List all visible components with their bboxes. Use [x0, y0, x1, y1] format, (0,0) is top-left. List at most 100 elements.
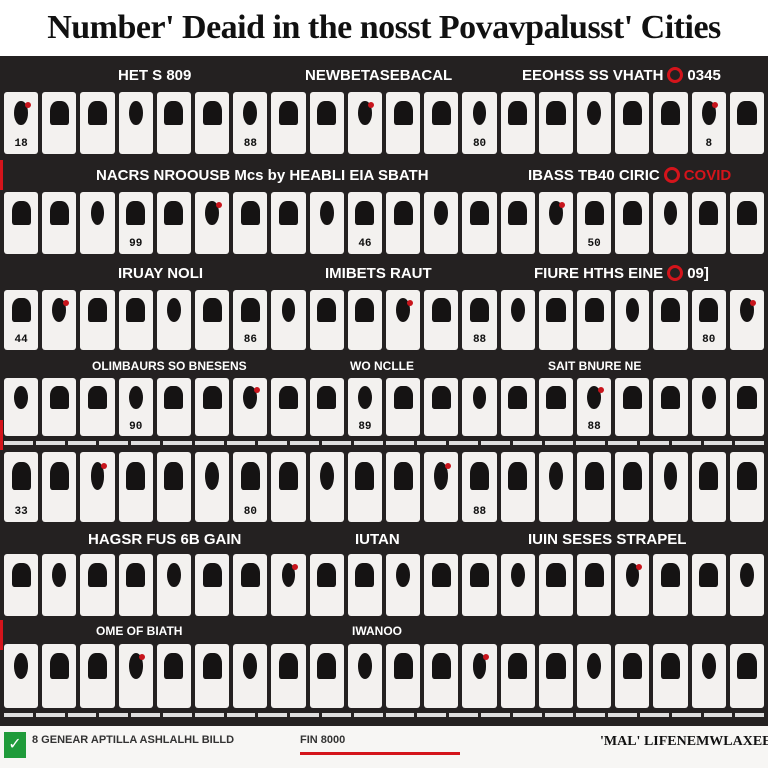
silhouette-card [577, 290, 612, 350]
silhouette-card: 8 [691, 92, 726, 154]
fine-print-bar [99, 713, 129, 717]
fine-print-bar [353, 441, 383, 445]
person-silhouette-icon [164, 200, 184, 226]
person-silhouette-icon [584, 298, 604, 323]
fine-print-bar [162, 713, 192, 717]
card-number: 88 [243, 138, 257, 151]
silhouette-card [42, 192, 77, 254]
person-silhouette-icon [128, 386, 143, 410]
fine-print-bar [449, 713, 478, 717]
fine-print-bar [67, 713, 97, 717]
silhouette-card [653, 452, 688, 522]
person-silhouette-icon [49, 461, 69, 490]
silhouette-card [156, 452, 192, 522]
silhouette-card [424, 554, 459, 616]
person-silhouette-icon [699, 461, 719, 490]
person-silhouette-icon [508, 100, 528, 126]
person-silhouette-icon [278, 652, 299, 679]
person-silhouette-icon [317, 298, 337, 323]
silhouette-card [424, 644, 459, 708]
fine-print-bar [131, 713, 160, 717]
fine-print-bar [639, 441, 669, 445]
person-silhouette-icon [49, 652, 69, 679]
card-number: 18 [14, 138, 28, 151]
fine-print-strip [4, 438, 765, 448]
person-silhouette-icon [126, 562, 146, 588]
fine-print-bar [576, 441, 606, 445]
fine-print-bar [99, 441, 129, 445]
fine-print-bar [639, 713, 669, 717]
silhouette-card [386, 378, 421, 436]
silhouette-card [309, 378, 344, 436]
silhouette-card [42, 554, 77, 616]
person-silhouette-icon [205, 200, 219, 226]
card-number: 33 [14, 505, 28, 518]
silhouette-card [500, 554, 535, 616]
person-silhouette-icon [737, 100, 757, 126]
silhouette-card: 33 [4, 452, 39, 522]
silhouette-card [271, 452, 306, 522]
person-silhouette-icon [164, 461, 184, 490]
silhouette-card [462, 192, 497, 254]
silhouette-card [424, 452, 459, 522]
person-silhouette-icon [317, 100, 337, 126]
person-silhouette-icon [202, 298, 222, 323]
person-silhouette-icon [469, 200, 490, 226]
person-silhouette-icon [243, 100, 258, 126]
silhouette-card [577, 92, 612, 154]
silhouette-card [462, 554, 497, 616]
person-silhouette-icon [396, 298, 410, 323]
section-header: OLIMBAURS SO BNESENS [92, 359, 247, 373]
silhouette-card [729, 554, 765, 616]
person-silhouette-icon [164, 652, 184, 679]
silhouette-card [653, 290, 688, 350]
silhouette-card [386, 644, 421, 708]
card-row [4, 644, 765, 708]
silhouette-card [386, 92, 421, 154]
person-silhouette-icon [699, 562, 719, 588]
person-silhouette-icon [14, 386, 28, 410]
section-header: IWANOO [352, 624, 402, 638]
silhouette-card [386, 290, 421, 350]
person-silhouette-icon [358, 100, 372, 126]
red-dot-icon [482, 654, 489, 661]
fine-print-bar [608, 713, 637, 717]
person-silhouette-icon [622, 200, 642, 226]
person-silhouette-icon [431, 298, 451, 323]
person-silhouette-icon [164, 100, 184, 126]
silhouette-card [347, 644, 383, 708]
silhouette-card [538, 644, 574, 708]
fine-print-bar [671, 713, 701, 717]
silhouette-card [309, 192, 344, 254]
silhouette-card: 80 [462, 92, 497, 154]
silhouette-card: 99 [118, 192, 153, 254]
person-silhouette-icon [393, 652, 413, 679]
fine-print-bar [671, 441, 701, 445]
person-silhouette-icon [278, 386, 299, 410]
person-silhouette-icon [508, 461, 528, 490]
red-dot-icon [597, 387, 604, 394]
person-silhouette-icon [737, 200, 757, 226]
silhouette-card [538, 192, 574, 254]
silhouette-card [347, 92, 383, 154]
silhouette-card [538, 554, 574, 616]
silhouette-card [577, 554, 612, 616]
person-silhouette-icon [737, 461, 757, 490]
person-silhouette-icon [660, 652, 681, 679]
person-silhouette-icon [240, 200, 260, 226]
silhouette-card [691, 452, 726, 522]
silhouette-card [653, 92, 688, 154]
section-header: IUTAN [355, 530, 400, 548]
card-number: 50 [587, 238, 601, 251]
silhouette-card: 86 [233, 290, 268, 350]
silhouette-card: 44 [4, 290, 39, 350]
person-silhouette-icon [11, 200, 31, 226]
silhouette-card [615, 192, 650, 254]
silhouette-card [653, 378, 688, 436]
person-silhouette-icon [243, 652, 258, 679]
person-silhouette-icon [11, 461, 31, 490]
silhouette-card: 88 [462, 290, 497, 350]
person-silhouette-icon [126, 461, 146, 490]
silhouette-card [195, 92, 230, 154]
person-silhouette-icon [167, 562, 181, 588]
